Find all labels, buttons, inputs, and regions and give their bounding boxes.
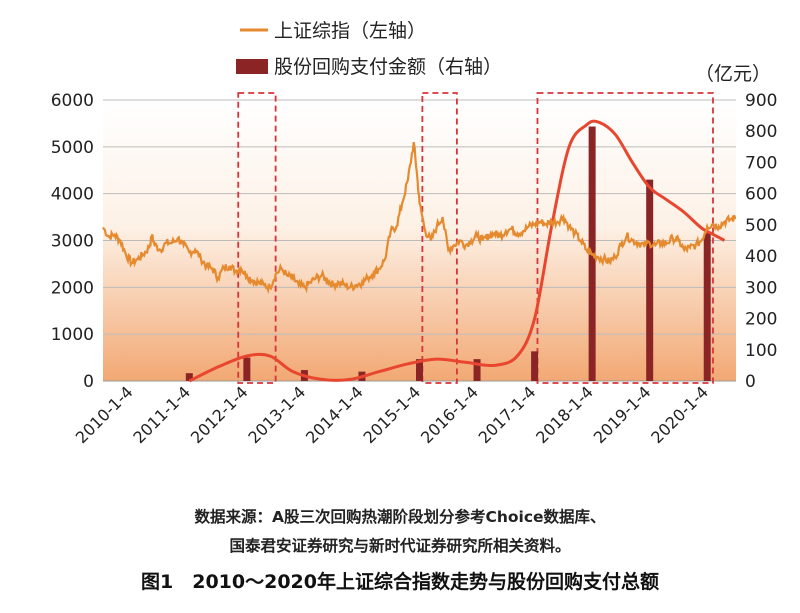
right-tick-label: 200 xyxy=(745,310,777,330)
right-tick-label: 300 xyxy=(745,278,777,298)
x-tick-label: 2020-1-4 xyxy=(647,382,712,447)
buyback-bar xyxy=(646,179,654,381)
highlight-region xyxy=(536,92,714,384)
highlight-region xyxy=(237,92,277,384)
x-tick-label: 2012-1-4 xyxy=(187,382,252,447)
x-axis-ticks: 2010-1-42011-1-42012-1-42013-1-42014-1-4… xyxy=(72,382,712,447)
left-tick-label: 4000 xyxy=(51,185,94,205)
legend-index-label: 上证综指（左轴） xyxy=(274,20,426,42)
figure-caption: 图1 2010～2020年上证综合指数走势与股份回购支付总额 xyxy=(141,571,659,593)
left-tick-label: 2000 xyxy=(51,278,94,298)
right-tick-label: 100 xyxy=(745,341,777,361)
right-tick-label: 400 xyxy=(745,247,777,267)
right-tick-label: 700 xyxy=(745,153,777,173)
x-tick-label: 2018-1-4 xyxy=(532,382,597,447)
x-tick-label: 2014-1-4 xyxy=(302,382,367,447)
highlight-region xyxy=(421,92,458,384)
right-axis-unit: （亿元） xyxy=(695,63,771,85)
chart: 0 1000 2000 3000 4000 5000 6000 0 100 200 300 400 5… xyxy=(51,20,778,447)
buyback-curve xyxy=(188,119,726,383)
left-tick-label: 6000 xyxy=(51,91,94,111)
buyback-bar xyxy=(703,232,711,381)
x-tick-label: 2013-1-4 xyxy=(244,382,309,447)
source-note-line1: 数据来源：A股三次回购热潮阶段划分参考Choice数据库、 xyxy=(194,508,606,526)
x-tick-label: 2019-1-4 xyxy=(590,382,655,447)
x-tick-label: 2011-1-4 xyxy=(129,382,194,447)
buyback-bar xyxy=(185,373,193,381)
right-axis-ticks: 0 100 200 300 400 500 600 700 800 900 xyxy=(745,91,777,392)
left-tick-label: 0 xyxy=(83,372,94,392)
right-tick-label: 500 xyxy=(745,216,777,236)
buyback-bar xyxy=(243,357,251,381)
right-tick-label: 0 xyxy=(745,372,756,392)
left-tick-label: 3000 xyxy=(51,232,94,252)
x-tick-label: 2017-1-4 xyxy=(475,382,540,447)
left-tick-label: 5000 xyxy=(51,138,94,158)
right-tick-label: 800 xyxy=(745,122,777,142)
left-axis-ticks: 0 1000 2000 3000 4000 5000 6000 xyxy=(51,91,94,392)
gridlines xyxy=(103,99,736,382)
right-tick-label: 900 xyxy=(745,91,777,111)
buyback-bar xyxy=(416,359,423,381)
x-tick-label: 2015-1-4 xyxy=(360,382,425,447)
x-tick-label: 2016-1-4 xyxy=(417,382,482,447)
source-note-line2: 国泰君安证券研究与新时代证券研究所相关资料。 xyxy=(229,537,571,555)
x-tick-label: 2010-1-4 xyxy=(72,382,137,447)
right-tick-label: 600 xyxy=(745,185,777,205)
left-tick-label: 1000 xyxy=(51,325,94,345)
highlight-regions xyxy=(237,92,714,384)
buyback-bar xyxy=(531,351,539,381)
buyback-bar xyxy=(473,359,481,381)
index-line xyxy=(102,142,737,295)
legend-bar-swatch xyxy=(236,59,268,74)
legend-buyback-label: 股份回购支付金额（右轴） xyxy=(274,56,502,78)
